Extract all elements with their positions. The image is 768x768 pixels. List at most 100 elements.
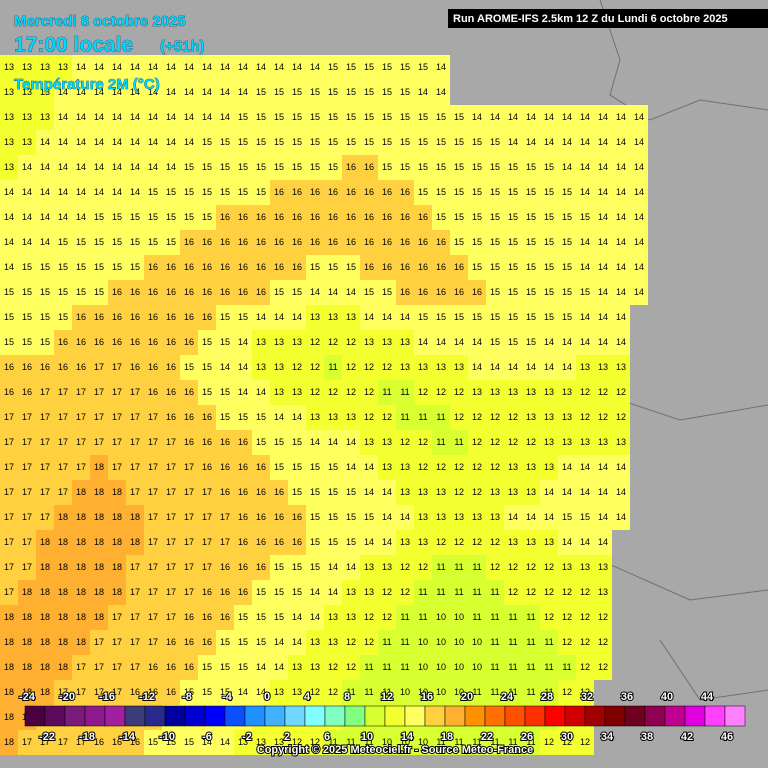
temperature-value: 14 (616, 287, 626, 297)
legend-label: 4 (304, 691, 311, 703)
temperature-value: 16 (40, 362, 50, 372)
temperature-value: 15 (346, 137, 356, 147)
legend-label: 16 (421, 691, 433, 703)
legend-swatch (404, 705, 426, 727)
temperature-value: 14 (616, 137, 626, 147)
temperature-value: 15 (508, 212, 518, 222)
run-info: Run AROME-IFS 2.5km 12 Z du Lundi 6 octo… (453, 13, 728, 25)
temperature-value: 16 (202, 287, 212, 297)
temperature-value: 15 (256, 612, 266, 622)
temperature-value: 17 (94, 412, 104, 422)
temperature-value: 15 (202, 362, 212, 372)
temperature-value: 14 (130, 87, 140, 97)
temperature-cell (396, 180, 414, 205)
temperature-value: 16 (148, 387, 158, 397)
temperature-cell (288, 80, 306, 105)
temperature-value: 15 (400, 62, 410, 72)
temperature-value: 15 (292, 587, 302, 597)
temperature-value: 13 (508, 537, 518, 547)
temperature-value: 14 (472, 362, 482, 372)
temperature-value: 14 (364, 537, 374, 547)
temperature-value: 14 (562, 362, 572, 372)
temperature-value: 13 (508, 487, 518, 497)
temperature-value: 16 (238, 562, 248, 572)
temperature-value: 12 (562, 637, 572, 647)
temperature-value: 15 (40, 262, 50, 272)
temperature-value: 16 (256, 537, 266, 547)
temperature-value: 18 (112, 537, 122, 547)
temperature-value: 15 (526, 212, 536, 222)
temperature-cell (108, 130, 126, 155)
temperature-value: 11 (472, 687, 481, 697)
temperature-value: 14 (400, 312, 410, 322)
temperature-value: 16 (202, 437, 212, 447)
temperature-value: 16 (220, 587, 230, 597)
temperature-value: 14 (112, 112, 122, 122)
temperature-value: 11 (544, 662, 553, 672)
temperature-value: 12 (328, 662, 338, 672)
temperature-value: 15 (184, 162, 194, 172)
temperature-value: 10 (454, 662, 464, 672)
temperature-value: 18 (76, 587, 86, 597)
temperature-cell (72, 130, 90, 155)
temperature-value: 12 (562, 687, 572, 697)
temperature-value: 15 (148, 737, 158, 747)
temperature-value: 15 (310, 262, 320, 272)
temperature-value: 16 (328, 212, 338, 222)
temperature-value: 13 (328, 412, 338, 422)
temperature-value: 18 (40, 587, 50, 597)
temperature-cell (360, 180, 378, 205)
temperature-value: 13 (346, 312, 356, 322)
temperature-value: 17 (58, 387, 68, 397)
temperature-cell (306, 55, 324, 80)
temperature-value: 16 (202, 412, 212, 422)
temperature-value: 16 (382, 237, 392, 247)
temperature-value: 17 (130, 612, 140, 622)
temperature-cell (540, 155, 558, 180)
temperature-value: 15 (310, 87, 320, 97)
temperature-value: 12 (454, 537, 464, 547)
temperature-cell (108, 80, 126, 105)
temperature-value: 14 (292, 312, 302, 322)
temperature-value: 17 (4, 437, 14, 447)
temperature-value: 16 (148, 262, 158, 272)
temperature-value: 16 (346, 187, 356, 197)
temperature-cell (36, 155, 54, 180)
temperature-value: 15 (364, 137, 374, 147)
legend-label: 2 (284, 731, 290, 743)
temperature-value: 14 (364, 487, 374, 497)
temperature-value: 10 (436, 662, 446, 672)
temperature-value: 15 (346, 112, 356, 122)
temperature-value: 16 (256, 212, 266, 222)
temperature-value: 15 (256, 587, 266, 597)
temperature-cell (432, 80, 450, 105)
temperature-value: 15 (328, 87, 338, 97)
temperature-value: 18 (112, 512, 122, 522)
temperature-value: 15 (256, 112, 266, 122)
temperature-value: 18 (4, 737, 14, 747)
temperature-cell (414, 180, 432, 205)
temperature-value: 13 (526, 387, 536, 397)
temperature-value: 13 (472, 387, 482, 397)
temperature-cell (162, 105, 180, 130)
temperature-value: 15 (202, 337, 212, 347)
temperature-value: 14 (310, 587, 320, 597)
temperature-value: 13 (400, 362, 410, 372)
temperature-cell (414, 55, 432, 80)
legend-swatch (564, 705, 586, 727)
temperature-value: 16 (256, 262, 266, 272)
temperature-value: 14 (310, 437, 320, 447)
temperature-value: 14 (472, 112, 482, 122)
temperature-value: 15 (436, 162, 446, 172)
temperature-value: 14 (292, 612, 302, 622)
temperature-value: 16 (76, 312, 86, 322)
temperature-value: 17 (184, 487, 194, 497)
temperature-value: 16 (274, 212, 284, 222)
temperature-value: 15 (310, 462, 320, 472)
temperature-value: 17 (40, 387, 50, 397)
legend-label: 36 (621, 691, 633, 703)
temperature-value: 17 (148, 487, 158, 497)
legend-swatch (204, 705, 226, 727)
temperature-value: 14 (4, 237, 14, 247)
temperature-cell (36, 180, 54, 205)
